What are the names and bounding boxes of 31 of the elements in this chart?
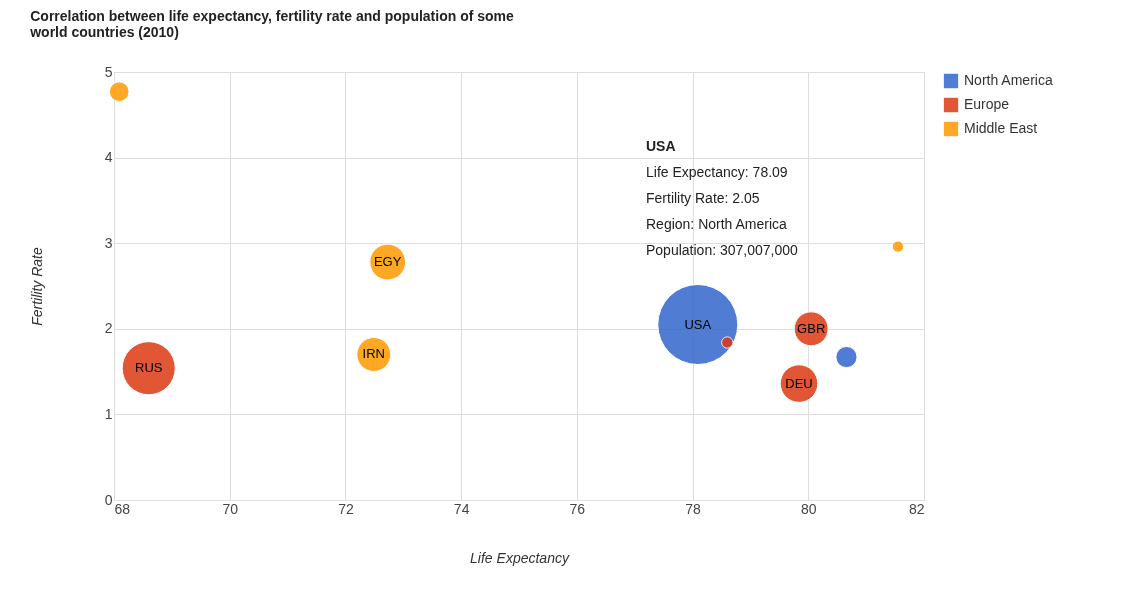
- annotation: IRN: [362, 346, 385, 362]
- x-tick-label: 70: [222, 500, 239, 517]
- x-axis-title: Life Expectancy: [470, 549, 570, 566]
- x-tick-label: 78: [685, 500, 702, 517]
- annotation: GBR: [797, 320, 826, 336]
- y-axis-title: Fertility Rate: [28, 247, 45, 326]
- x-tick-label: 82: [908, 500, 925, 517]
- annotation: RUS: [134, 360, 163, 376]
- annotation: Life Expectancy: 78.09: [646, 164, 788, 180]
- annotation: Region: North America: [646, 216, 788, 232]
- y-tick-label: 0: [104, 491, 113, 508]
- y-tick-label: 5: [104, 63, 113, 80]
- x-tick-label: 72: [338, 500, 354, 517]
- legend-label: Middle East: [964, 120, 1038, 136]
- annotation: EGY: [373, 254, 402, 270]
- x-tick-label: 68: [114, 500, 131, 517]
- y-tick-label: 1: [104, 405, 113, 422]
- y-tick-label: 3: [104, 234, 113, 251]
- x-tick-label: 76: [569, 500, 586, 517]
- legend-label: North America: [964, 72, 1053, 88]
- annotation: DEU: [785, 375, 813, 391]
- chart-title: Correlation between life expectancy, fertility rate and population of some world countries (2010): [29, 8, 515, 40]
- annotation: USA: [684, 316, 712, 332]
- y-tick-label: 4: [104, 149, 113, 166]
- x-tick-label: 80: [801, 500, 817, 517]
- legend-label: Europe: [964, 96, 1010, 112]
- annotation: Fertility Rate: 2.05: [646, 190, 760, 206]
- y-tick-label: 2: [104, 320, 113, 337]
- annotation: USA: [646, 138, 676, 154]
- annotation: Population: 307,007,000: [646, 242, 799, 258]
- x-tick-label: 74: [453, 500, 470, 517]
